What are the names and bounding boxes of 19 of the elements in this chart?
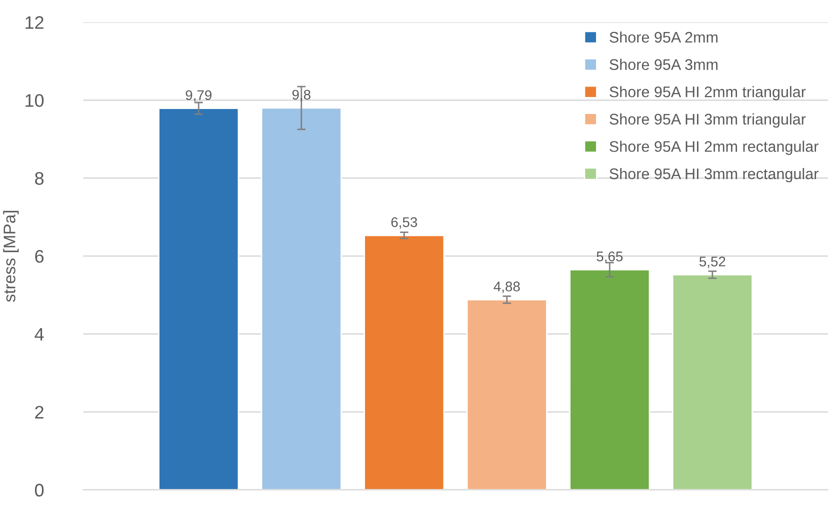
legend-label: Shore 95A HI 2mm triangular	[610, 86, 806, 100]
data-label: 5,65	[596, 252, 623, 264]
y-tick-label: 8	[35, 172, 44, 185]
y-tick-label: 4	[34, 328, 44, 341]
y-tick-label: 6	[35, 250, 44, 263]
y-tick-label: 10	[26, 94, 44, 107]
legend-label: Shore 95A HI 2mm rectangular	[610, 140, 818, 155]
legend-label: Shore 95A HI 3mm triangular	[610, 113, 806, 128]
data-label: 6,53	[391, 217, 418, 229]
data-label: 9,79	[186, 90, 212, 102]
y-tick-label: 12	[26, 16, 44, 29]
legend-label: Shore 95A HI 3mm rectangular	[610, 168, 818, 182]
legend-label: Shore 95A 2mm	[610, 31, 718, 43]
data-label: 4,88	[494, 282, 520, 294]
y-tick-label: 2	[35, 406, 44, 418]
y-axis-title: stress [MPa]	[3, 210, 19, 302]
y-tick-label: 0	[34, 484, 44, 497]
data-label: 5,52	[699, 256, 726, 268]
legend-label: Shore 95A 3mm	[610, 58, 718, 70]
